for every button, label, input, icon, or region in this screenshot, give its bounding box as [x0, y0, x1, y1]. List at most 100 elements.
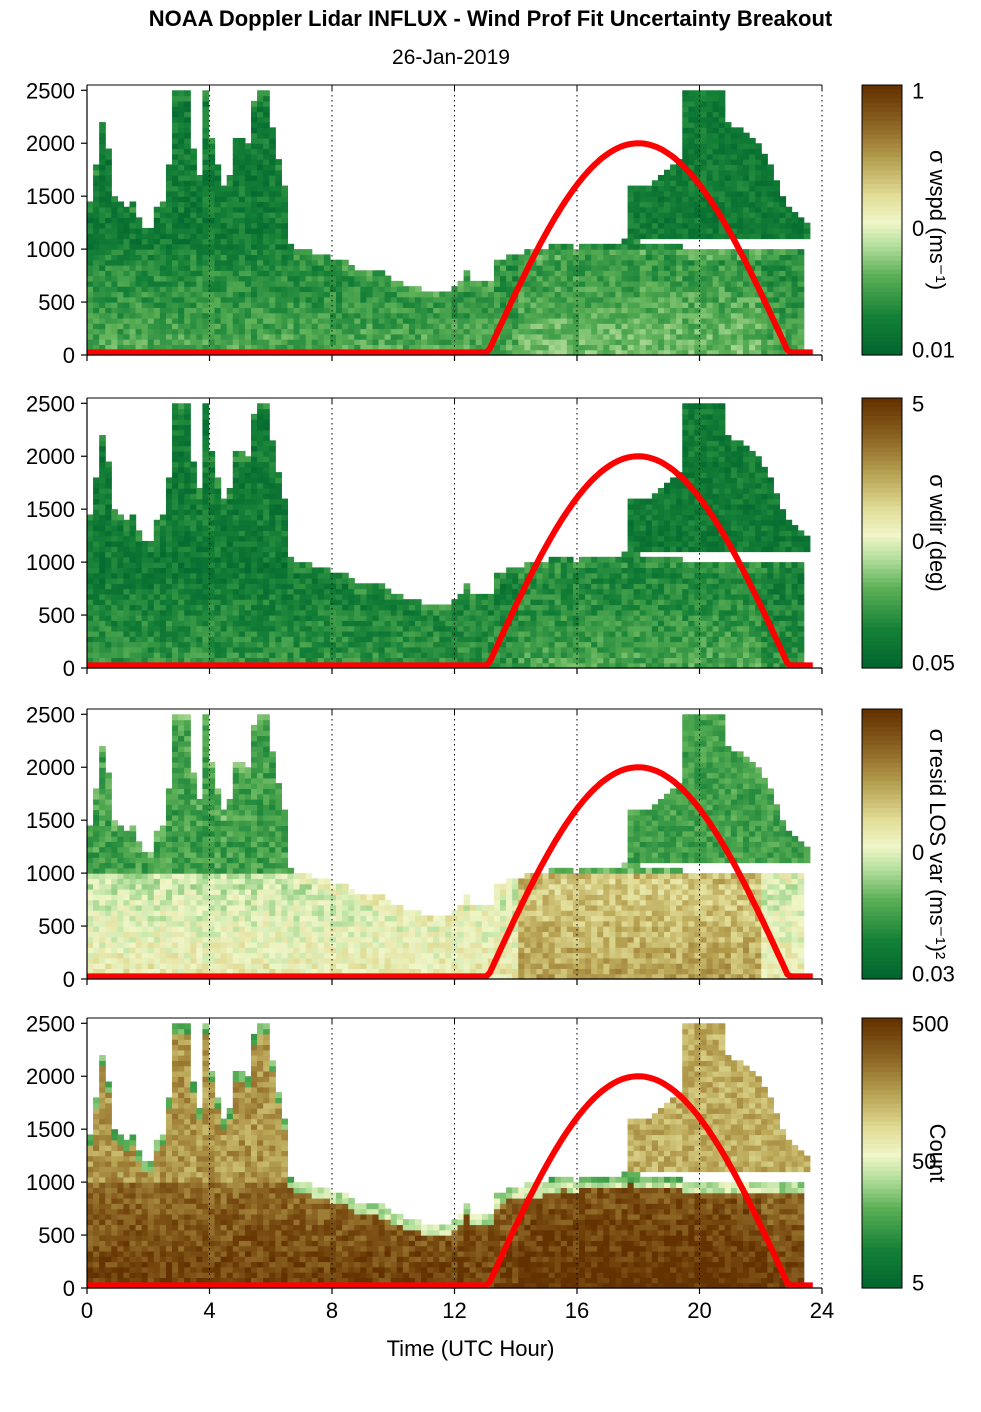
colorbar-swatch — [862, 188, 902, 194]
heatmap-cell — [202, 127, 210, 134]
heatmap-cell — [372, 604, 380, 611]
heatmap-cell — [633, 344, 641, 351]
heatmap-cell — [172, 456, 179, 463]
heatmap-cell — [299, 588, 307, 595]
heatmap-cell — [244, 525, 252, 531]
heatmap-cell — [159, 238, 167, 245]
heatmap-cell — [712, 132, 720, 139]
heatmap-cell — [165, 333, 173, 340]
heatmap-cell — [214, 578, 222, 584]
heatmap-cell — [184, 562, 191, 569]
heatmap-cell — [123, 609, 131, 616]
heatmap-cell — [742, 159, 750, 166]
heatmap-cell — [560, 291, 568, 298]
heatmap-cell — [147, 233, 155, 240]
heatmap-cell — [251, 132, 258, 139]
heatmap-cell — [730, 344, 738, 351]
heatmap-cell — [87, 227, 94, 234]
heatmap-cell — [105, 519, 112, 526]
heatmap-cell — [196, 227, 203, 234]
heatmap-cell — [378, 344, 386, 351]
heatmap-cell — [396, 646, 404, 653]
heatmap-cell — [214, 222, 222, 229]
heatmap-cell — [645, 280, 653, 287]
heatmap-cell — [244, 275, 252, 282]
heatmap-cell — [512, 270, 519, 277]
heatmap-cell — [165, 525, 173, 531]
heatmap-cell — [603, 254, 610, 261]
heatmap-cell — [384, 317, 392, 324]
heatmap-cell — [718, 132, 726, 139]
heatmap-cell — [742, 291, 750, 298]
heatmap-cell — [700, 323, 708, 330]
heatmap-cell — [257, 525, 264, 531]
heatmap-cell — [615, 344, 623, 351]
heatmap-cell — [621, 328, 629, 335]
heatmap-cell — [360, 609, 367, 616]
heatmap-cell — [172, 328, 179, 335]
heatmap-cell — [238, 137, 246, 144]
heatmap-cell — [761, 180, 768, 187]
heatmap-cell — [651, 312, 659, 319]
heatmap-cell — [165, 477, 173, 484]
heatmap-cell — [238, 159, 246, 166]
heatmap-cell — [548, 317, 556, 324]
heatmap-cell — [609, 243, 617, 250]
heatmap-cell — [208, 525, 216, 531]
heatmap-cell — [670, 344, 677, 351]
heatmap-cell — [275, 493, 282, 500]
heatmap-cell — [439, 317, 446, 324]
heatmap-cell — [317, 578, 325, 584]
heatmap-cell — [421, 339, 428, 346]
heatmap-cell — [135, 286, 143, 293]
heatmap-cell — [299, 259, 307, 266]
heatmap-cell — [396, 307, 404, 314]
heatmap-cell — [184, 302, 191, 308]
heatmap-cell — [141, 249, 149, 256]
heatmap-cell — [251, 243, 258, 250]
heatmap-cell — [348, 609, 355, 616]
heatmap-cell — [342, 583, 349, 590]
heatmap-cell — [105, 604, 112, 611]
heatmap-cell — [530, 302, 538, 308]
heatmap-cell — [360, 291, 367, 298]
heatmap-cell — [372, 328, 380, 335]
heatmap-cell — [767, 169, 774, 176]
heatmap-cell — [384, 609, 392, 616]
heatmap-cell — [93, 578, 100, 584]
heatmap-cell — [87, 641, 94, 648]
heatmap-cell — [99, 302, 106, 308]
heatmap-cell — [244, 333, 252, 340]
heatmap-cell — [603, 270, 610, 277]
heatmap-cell — [184, 132, 191, 139]
heatmap-cell — [220, 238, 228, 245]
heatmap-cell — [135, 291, 143, 298]
heatmap-cell — [645, 312, 653, 319]
heatmap-cell — [244, 143, 252, 150]
heatmap-cell — [797, 254, 805, 261]
heatmap-cell — [244, 641, 252, 648]
heatmap-cell — [257, 148, 264, 155]
heatmap-cell — [360, 344, 367, 351]
heatmap-cell — [220, 206, 228, 213]
heatmap-cell — [475, 302, 483, 308]
heatmap-cell — [700, 143, 708, 150]
heatmap-cell — [712, 217, 720, 224]
heatmap-cell — [93, 344, 100, 351]
heatmap-cell — [493, 275, 501, 282]
heatmap-cell — [93, 488, 100, 494]
heatmap-cell — [566, 307, 574, 314]
heatmap-cell — [111, 249, 118, 256]
heatmap-cell — [688, 302, 695, 308]
heatmap-cell — [257, 164, 264, 171]
heatmap-cell — [87, 296, 94, 303]
heatmap-cell — [226, 296, 234, 303]
heatmap-cell — [257, 212, 264, 218]
heatmap-cell — [172, 408, 179, 415]
heatmap-cell — [232, 270, 240, 277]
heatmap-cell — [232, 540, 240, 547]
heatmap-cell — [202, 111, 210, 118]
heatmap-cell — [214, 196, 222, 203]
heatmap-cell — [214, 604, 222, 611]
heatmap-cell — [214, 593, 222, 600]
